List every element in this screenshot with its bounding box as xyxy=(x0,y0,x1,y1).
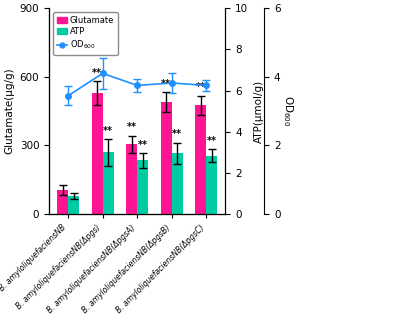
Y-axis label: ATP(μmol/g): ATP(μmol/g) xyxy=(254,80,264,143)
Text: **: ** xyxy=(196,82,206,92)
Text: **: ** xyxy=(92,68,102,78)
Bar xyxy=(92,93,103,214)
Text: **: ** xyxy=(138,140,148,150)
Bar xyxy=(161,102,172,214)
Bar xyxy=(172,153,183,214)
Legend: Glutamate, ATP, OD$_{600}$: Glutamate, ATP, OD$_{600}$ xyxy=(53,12,118,55)
Text: **: ** xyxy=(127,122,137,132)
Bar xyxy=(103,152,114,214)
Bar xyxy=(57,190,68,214)
Text: **: ** xyxy=(161,79,171,89)
Bar xyxy=(206,156,217,214)
Text: **: ** xyxy=(103,126,113,136)
Y-axis label: OD$_{600}$: OD$_{600}$ xyxy=(281,95,294,127)
Text: **: ** xyxy=(207,136,217,146)
Bar xyxy=(137,160,148,214)
Bar xyxy=(68,196,79,214)
Bar xyxy=(195,106,206,214)
Y-axis label: Glutamate(μg/g): Glutamate(μg/g) xyxy=(4,68,14,154)
Text: **: ** xyxy=(172,129,182,139)
Bar xyxy=(126,144,137,214)
